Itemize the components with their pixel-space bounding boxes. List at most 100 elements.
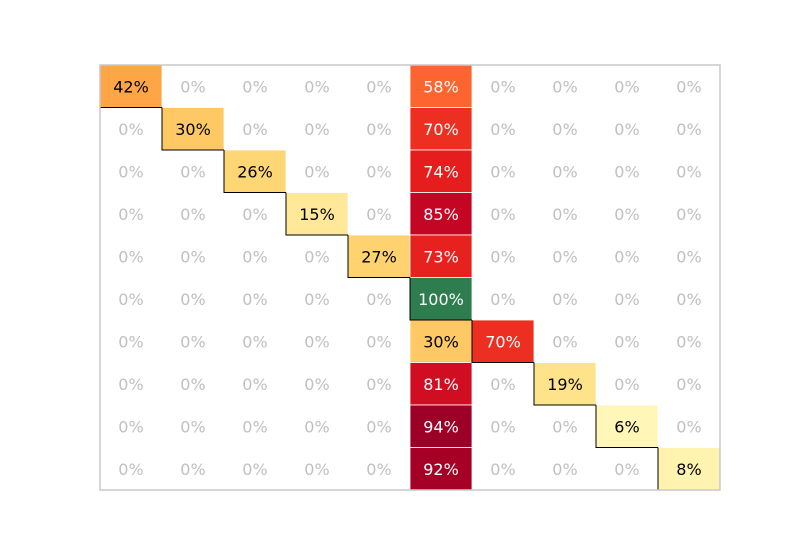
cell-label-r3-c7: 0% [552, 205, 577, 224]
cell-label-r7-c8: 0% [614, 375, 639, 394]
diagonal-outline-3 [285, 192, 348, 236]
cell-label-r8-c6: 0% [490, 417, 515, 436]
cell-label-r6-c5: 30% [423, 332, 459, 351]
cell-label-r6-c2: 0% [242, 332, 267, 351]
cell-label-r4-c9: 0% [676, 247, 701, 266]
cell-label-r2-c0: 0% [118, 162, 143, 181]
cell-label-r0-c4: 0% [366, 77, 391, 96]
cell-r4-c5 [409, 234, 473, 278]
cell-label-r5-c7: 0% [552, 290, 577, 309]
cell-label-r8-c3: 0% [304, 417, 329, 436]
cell-label-r6-c9: 0% [676, 332, 701, 351]
cell-label-r5-c5: 100% [418, 290, 464, 309]
cell-label-r5-c8: 0% [614, 290, 639, 309]
cell-label-r2-c5: 74% [423, 162, 459, 181]
diagonal-outline-2 [223, 150, 286, 193]
cell-label-r8-c8: 6% [614, 417, 639, 436]
cell-label-r1-c8: 0% [614, 120, 639, 139]
cell-r6-c5 [409, 319, 473, 363]
cell-r3-c5 [409, 192, 473, 236]
cell-label-r9-c9: 8% [676, 460, 701, 479]
cell-label-r9-c0: 0% [118, 460, 143, 479]
cell-label-r5-c3: 0% [304, 290, 329, 309]
cell-r1-c1 [161, 107, 225, 151]
cell-label-r9-c1: 0% [180, 460, 205, 479]
cell-label-r8-c7: 0% [552, 417, 577, 436]
cell-label-r1-c1: 30% [175, 120, 211, 139]
cell-label-r3-c2: 0% [242, 205, 267, 224]
cell-label-r0-c0: 42% [113, 77, 149, 96]
cell-label-r0-c8: 0% [614, 77, 639, 96]
cell-label-r3-c0: 0% [118, 205, 143, 224]
cell-label-r4-c6: 0% [490, 247, 515, 266]
cell-label-r9-c5: 92% [423, 460, 459, 479]
cell-label-r7-c6: 0% [490, 375, 515, 394]
diagonal-outline-7 [533, 362, 596, 406]
cell-label-r1-c2: 0% [242, 120, 267, 139]
cell-label-r5-c0: 0% [118, 290, 143, 309]
cell-label-r9-c2: 0% [242, 460, 267, 479]
cell-label-r4-c3: 0% [304, 247, 329, 266]
cell-label-r5-c4: 0% [366, 290, 391, 309]
cell-label-r7-c7: 19% [547, 375, 583, 394]
cell-r1-c5 [409, 107, 473, 151]
cell-label-r3-c9: 0% [676, 205, 701, 224]
cell-label-r2-c3: 0% [304, 162, 329, 181]
diagonal-outline-8 [595, 405, 658, 448]
cell-r5-c5 [409, 277, 473, 321]
cell-label-r9-c6: 0% [490, 460, 515, 479]
cell-label-r5-c6: 0% [490, 290, 515, 309]
cell-label-r5-c1: 0% [180, 290, 205, 309]
cell-label-r6-c1: 0% [180, 332, 205, 351]
cell-r9-c9 [657, 447, 721, 491]
cell-label-r1-c9: 0% [676, 120, 701, 139]
cell-label-r9-c7: 0% [552, 460, 577, 479]
cell-label-r6-c3: 0% [304, 332, 329, 351]
cell-label-r4-c5: 73% [423, 247, 459, 266]
cell-label-r5-c2: 0% [242, 290, 267, 309]
cell-label-r6-c7: 0% [552, 332, 577, 351]
diagonal-outline-1 [161, 107, 224, 151]
cell-label-r9-c3: 0% [304, 460, 329, 479]
cell-r8-c5 [409, 404, 473, 448]
cell-label-r3-c5: 85% [423, 205, 459, 224]
cell-label-r9-c4: 0% [366, 460, 391, 479]
cell-label-r2-c8: 0% [614, 162, 639, 181]
diagonal-outline-5 [409, 277, 472, 321]
cell-label-r0-c7: 0% [552, 77, 577, 96]
cell-label-r7-c0: 0% [118, 375, 143, 394]
cell-r2-c5 [409, 149, 473, 193]
cell-label-r8-c9: 0% [676, 417, 701, 436]
diagonal-outline-4 [347, 235, 410, 278]
cell-label-r3-c1: 0% [180, 205, 205, 224]
cell-r7-c5 [409, 362, 473, 406]
cell-label-r6-c6: 70% [485, 332, 521, 351]
diagonal-outline-6 [471, 320, 534, 363]
cell-label-r9-c8: 0% [614, 460, 639, 479]
cell-label-r7-c2: 0% [242, 375, 267, 394]
cell-label-r0-c9: 0% [676, 77, 701, 96]
cell-label-r2-c6: 0% [490, 162, 515, 181]
cell-label-r5-c9: 0% [676, 290, 701, 309]
cell-label-r7-c9: 0% [676, 375, 701, 394]
cell-label-r1-c7: 0% [552, 120, 577, 139]
cell-label-r8-c1: 0% [180, 417, 205, 436]
cell-label-r7-c1: 0% [180, 375, 205, 394]
cell-label-r6-c8: 0% [614, 332, 639, 351]
cell-label-r1-c3: 0% [304, 120, 329, 139]
cell-label-r6-c4: 0% [366, 332, 391, 351]
cell-label-r0-c1: 0% [180, 77, 205, 96]
cell-label-r8-c0: 0% [118, 417, 143, 436]
cell-label-r8-c4: 0% [366, 417, 391, 436]
cell-label-r4-c1: 0% [180, 247, 205, 266]
plot-frame [99, 64, 721, 491]
cell-r0-c5 [409, 64, 473, 108]
cell-label-r0-c5: 58% [423, 77, 459, 96]
cell-label-r2-c7: 0% [552, 162, 577, 181]
cell-label-r4-c2: 0% [242, 247, 267, 266]
cell-label-r0-c3: 0% [304, 77, 329, 96]
cell-label-r2-c9: 0% [676, 162, 701, 181]
heatmap-cells [99, 64, 721, 491]
cell-label-r1-c0: 0% [118, 120, 143, 139]
